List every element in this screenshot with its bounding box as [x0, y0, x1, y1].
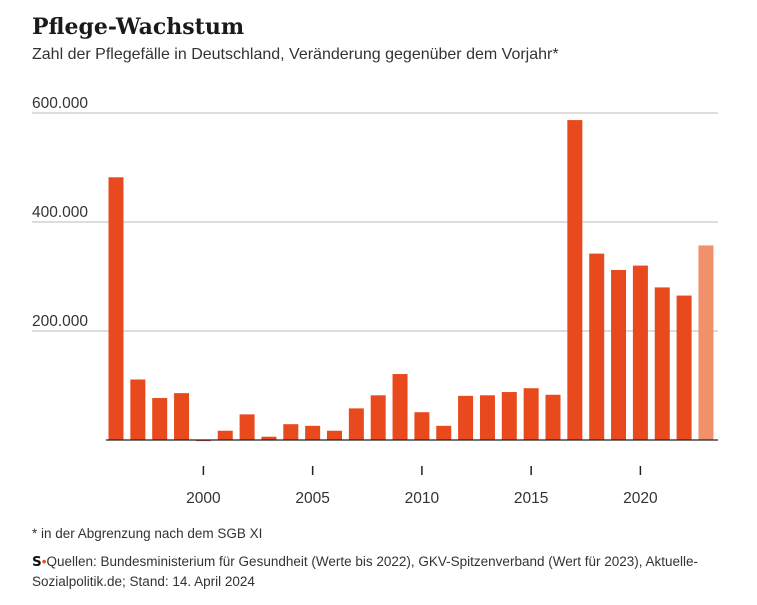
- bar: [370, 395, 386, 440]
- bar: [283, 424, 299, 440]
- chart-title: Pflege-Wachstum: [32, 14, 245, 40]
- x-tick-label: 2000: [186, 490, 221, 507]
- bar: [698, 245, 714, 440]
- y-tick-label: 400.000: [32, 204, 88, 221]
- bar: [305, 425, 321, 440]
- bar: [217, 430, 233, 440]
- bar: [327, 430, 342, 440]
- x-tick-label: 2005: [295, 490, 329, 507]
- bar: [414, 412, 430, 440]
- x-tick-label: 2020: [623, 490, 658, 507]
- chart-subtitle: Zahl der Pflegefälle in Deutschland, Ver…: [32, 46, 559, 63]
- bar: [458, 395, 474, 440]
- bars: [108, 120, 714, 442]
- bar: [632, 265, 648, 440]
- bar: [108, 177, 124, 440]
- source-text: Quellen: Bundesministerium für Gesundhei…: [32, 554, 699, 589]
- y-tick-label: 200.000: [32, 313, 88, 330]
- bar: [479, 395, 495, 440]
- bar: [130, 379, 146, 440]
- bar: [676, 295, 692, 440]
- bar: [501, 392, 517, 440]
- bar: [261, 436, 277, 440]
- publisher-logo: S: [32, 554, 42, 570]
- footnote: * in der Abgrenzung nach dem SGB XI: [32, 526, 263, 541]
- bar: [239, 414, 255, 440]
- source-note: S•Quellen: Bundesministerium für Gesundh…: [32, 552, 732, 592]
- bar: [545, 394, 561, 440]
- bar: [348, 408, 364, 440]
- bar: [436, 425, 452, 440]
- bar: [611, 269, 627, 440]
- x-axis: 2000 2005 2010 2015 2020: [106, 439, 718, 507]
- bar: [589, 253, 605, 440]
- bar: [654, 287, 670, 440]
- bar: [174, 393, 190, 440]
- bar: [567, 120, 583, 441]
- bar: [392, 374, 408, 440]
- bar: [523, 388, 539, 440]
- x-tick-label: 2010: [405, 490, 440, 507]
- y-tick-label: 600.000: [32, 95, 88, 112]
- bar: [152, 398, 168, 440]
- separator-dot: •: [41, 554, 47, 569]
- x-tick-label: 2015: [514, 490, 548, 507]
